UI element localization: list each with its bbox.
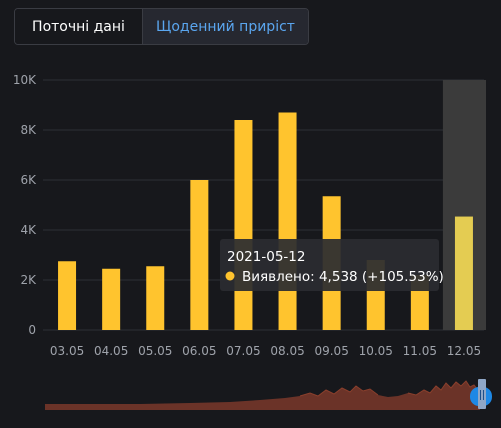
bar-03.05[interactable] (58, 261, 77, 330)
bar-08.05[interactable] (278, 112, 297, 331)
x-tick-label: 09.05 (314, 344, 348, 358)
bar-12.05[interactable] (454, 216, 473, 330)
x-tick-label: 07.05 (226, 344, 260, 358)
x-tick-label: 04.05 (94, 344, 128, 358)
bar-07.05[interactable] (234, 120, 253, 330)
x-tick-label: 03.05 (50, 344, 84, 358)
tooltip-marker-icon (225, 271, 235, 281)
navigator-area (45, 381, 480, 410)
y-tick-label: 10K (13, 73, 37, 87)
tooltip: 2021-05-12 Виявлено: 4,538 (+105.53%) (220, 239, 444, 291)
x-tick-label: 08.05 (270, 344, 304, 358)
tooltip-value: Виявлено: 4,538 (+105.53%) (242, 269, 444, 285)
y-tick-label: 0 (28, 323, 36, 337)
range-navigator[interactable] (45, 379, 492, 410)
x-tick-label: 06.05 (182, 344, 216, 358)
x-tick-label: 11.05 (403, 344, 437, 358)
x-tick-label: 05.05 (138, 344, 172, 358)
bar-05.05[interactable] (146, 266, 165, 330)
bar-04.05[interactable] (102, 268, 121, 330)
tab-current-data[interactable]: Поточні дані (15, 9, 142, 44)
y-tick-label: 6K (20, 173, 37, 187)
navigator-handle[interactable] (478, 379, 486, 409)
y-tick-label: 2K (20, 273, 37, 287)
tab-daily-growth[interactable]: Щоденний приріст (142, 9, 308, 44)
navigator-area-outline (299, 380, 479, 397)
tooltip-date: 2021-05-12 (227, 249, 305, 265)
bar-06.05[interactable] (190, 180, 209, 330)
x-tick-label: 12.05 (447, 344, 481, 358)
tooltip-box (220, 239, 439, 291)
y-tick-label: 8K (20, 123, 37, 137)
y-tick-label: 4K (20, 223, 37, 237)
x-tick-label: 10.05 (359, 344, 393, 358)
view-mode-tabs: Поточні дані Щоденний приріст (14, 8, 309, 45)
